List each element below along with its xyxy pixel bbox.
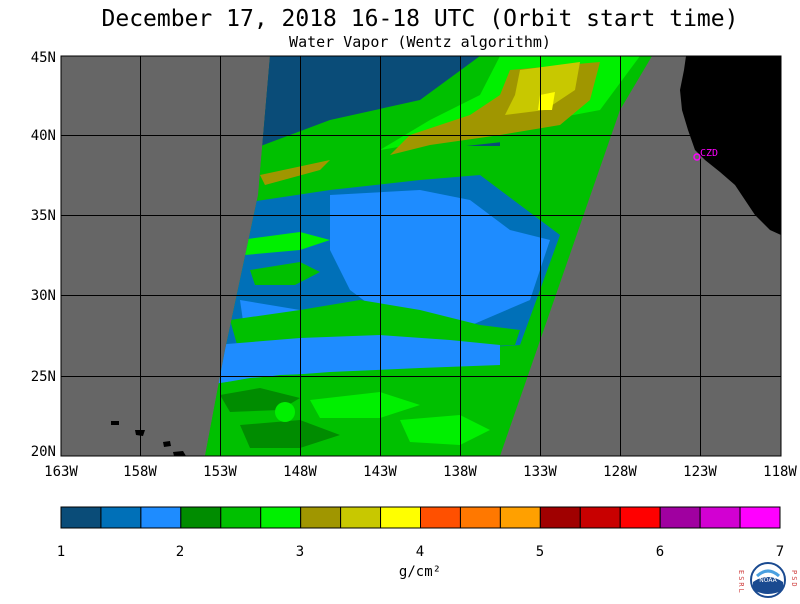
longitude-labels: 163W 158W 153W 148W 143W 138W 133W 128W …: [44, 464, 797, 480]
colorbar-swatch: [220, 506, 262, 529]
colorbar-swatch: [539, 506, 581, 529]
colorbar-tick-6: 6: [656, 544, 664, 560]
chart-title: December 17, 2018 16-18 UTC (Orbit start…: [101, 6, 739, 32]
land: [111, 56, 781, 456]
colorbar-swatch: [300, 506, 342, 529]
station-marker: [693, 153, 701, 161]
map-frame: [60, 55, 782, 457]
colorbar-swatch: [420, 506, 461, 529]
noaa-logo: ESRL NOAA PSD: [737, 562, 798, 598]
lon-label-138w: 138W: [443, 464, 477, 480]
colorbar-swatch: [180, 506, 222, 529]
colorbar-swatch: [100, 506, 142, 529]
lon-label-133w: 133W: [523, 464, 557, 480]
colorbar-tick-4: 4: [416, 544, 424, 560]
lon-label-123w: 123W: [683, 464, 717, 480]
colorbar-tick-5: 5: [536, 544, 544, 560]
colorbar-swatch: [579, 506, 621, 529]
lon-label-118w: 118W: [763, 464, 797, 480]
colorbar: [60, 506, 781, 529]
colorbar-tick-7: 7: [776, 544, 784, 560]
colorbar-swatch: [260, 506, 302, 529]
lon-label-128w: 128W: [603, 464, 637, 480]
logo-left-letters: ESRL: [737, 570, 745, 595]
colorbar-swatch: [380, 506, 421, 529]
lon-label-158w: 158W: [123, 464, 157, 480]
lon-label-163w: 163W: [44, 464, 78, 480]
grid-lines: [61, 56, 781, 456]
station-label: CZD: [700, 148, 718, 159]
colorbar-unit-label: g/cm²: [399, 564, 441, 580]
lat-label-40n: 40N: [31, 128, 56, 144]
lon-label-148w: 148W: [283, 464, 317, 480]
colorbar-swatch: [739, 506, 781, 529]
colorbar-tick-1: 1: [57, 544, 65, 560]
lat-label-25n: 25N: [31, 369, 56, 385]
colorbar-swatch: [619, 506, 661, 529]
latitude-labels: 45N 40N 35N 30N 25N 20N: [31, 50, 56, 460]
logo-center-text: NOAA: [759, 577, 777, 584]
colorbar-swatch: [60, 506, 102, 529]
colorbar-tick-labels: 1 2 3 4 5 6 7: [57, 544, 784, 560]
colorbar-tick-3: 3: [296, 544, 304, 560]
lon-label-143w: 143W: [363, 464, 397, 480]
lon-label-153w: 153W: [203, 464, 237, 480]
colorbar-swatch: [459, 506, 501, 529]
colorbar-tick-2: 2: [176, 544, 184, 560]
lat-label-45n: 45N: [31, 50, 56, 66]
chart-subtitle: Water Vapor (Wentz algorithm): [289, 33, 551, 51]
colorbar-swatch: [140, 506, 182, 529]
logo-right-letters: PSD: [790, 570, 798, 589]
colorbar-swatch: [499, 506, 541, 529]
colorbar-swatch: [699, 506, 741, 529]
lat-label-35n: 35N: [31, 208, 56, 224]
lat-label-30n: 30N: [31, 288, 56, 304]
lat-label-20n: 20N: [31, 444, 56, 460]
colorbar-swatch: [659, 506, 701, 529]
colorbar-swatch: [340, 506, 382, 529]
